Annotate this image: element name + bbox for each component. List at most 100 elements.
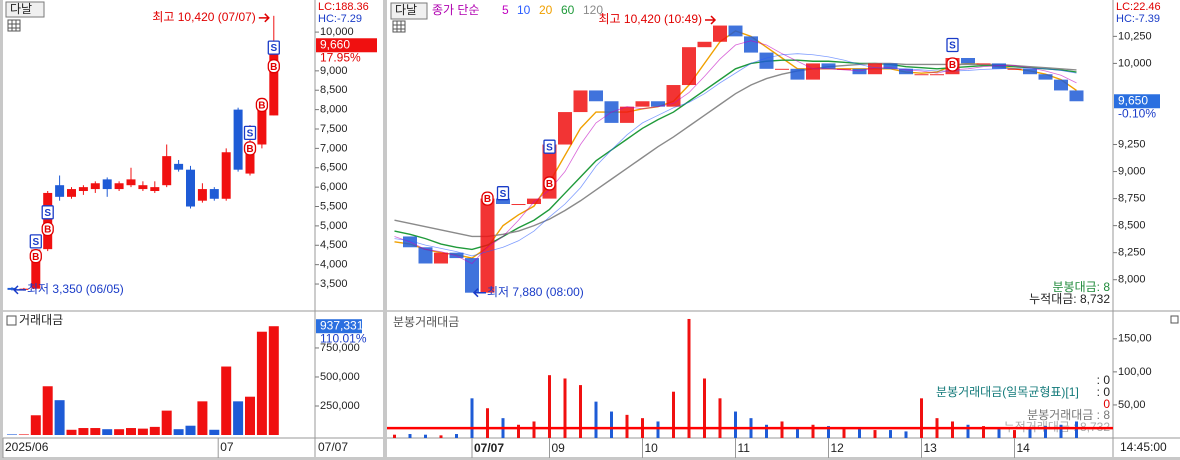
volume-bar: [951, 421, 954, 438]
candle-body: [7, 287, 17, 290]
volume-title: 분봉거래대금: [393, 315, 459, 329]
indicator-line: 분봉거래대금 : 8: [1027, 408, 1110, 422]
y-tick-label: 7,000: [320, 142, 348, 154]
legend-item: 20: [539, 3, 553, 17]
volume-bar: [579, 385, 582, 438]
candle-body: [126, 179, 136, 186]
volume-bar: [424, 434, 427, 438]
candle-body: [257, 99, 267, 145]
candle-body: [114, 183, 124, 190]
x-tick-label: 13: [924, 441, 938, 455]
current-label: 937,331: [320, 318, 364, 332]
volume-bar: [517, 424, 520, 438]
volume-bar: [1059, 424, 1063, 438]
price-bar: [620, 106, 634, 123]
legend-item: 10: [517, 3, 531, 17]
price-bar: [496, 198, 510, 205]
y-tick-label: 9,250: [1118, 138, 1146, 150]
pane-icon[interactable]: [1170, 315, 1179, 324]
low-arrow: [472, 288, 486, 298]
y-tick-label: 6,000: [320, 181, 348, 193]
volume-bar: [625, 414, 629, 438]
signal-marker: [41, 205, 54, 220]
candle-body: [221, 152, 231, 199]
volume-bar: [149, 426, 160, 435]
volume-title: 거래대금: [19, 313, 63, 327]
indicator-line: : 0: [1097, 385, 1111, 399]
price-bar: [1069, 90, 1084, 102]
price-bar: [1038, 74, 1053, 80]
date-label: 07/07: [318, 440, 348, 454]
volume-bar: [1013, 430, 1016, 438]
volume-bar: [765, 424, 768, 438]
volume-bar: [470, 398, 474, 438]
volume-bar: [233, 401, 244, 435]
volume-bar: [245, 396, 255, 435]
price-bar: [961, 57, 975, 64]
y-tick-label: 5,500: [320, 200, 348, 212]
x-tick-label: 12: [831, 441, 845, 455]
splitter[interactable]: [383, 0, 387, 460]
volume-bar: [889, 430, 892, 438]
price-bar: [651, 101, 665, 107]
volume-bar: [703, 378, 706, 438]
y-tick-label: 3,500: [320, 278, 348, 290]
high-arrow: [705, 15, 717, 25]
y-tick-label: 8,500: [320, 84, 348, 96]
grid-icon[interactable]: [392, 20, 406, 33]
volume-bar: [920, 398, 923, 438]
title-box[interactable]: [390, 2, 428, 20]
volume-bar: [18, 434, 29, 435]
price-bar: [744, 36, 758, 53]
y-tick-label: 4,500: [320, 239, 348, 251]
stock-title: 다날: [10, 2, 32, 16]
price-bar: [914, 74, 929, 76]
y-tick-label: 100,00: [1118, 366, 1152, 378]
x-tick-label: 09: [552, 441, 566, 455]
volume-bar: [548, 375, 551, 438]
volume-bar: [256, 331, 267, 435]
signal-label: B: [246, 144, 253, 155]
stock-title: 다날: [395, 3, 417, 17]
volume-bar: [126, 428, 136, 435]
legend-item: 5: [502, 3, 509, 17]
y-tick-label: 8,750: [1118, 193, 1146, 205]
y-tick-label: 8,250: [1118, 247, 1146, 259]
ma-line: [394, 62, 1077, 238]
signal-marker: [243, 125, 257, 141]
volume-bar: [656, 421, 660, 438]
current-label: 9,660: [320, 37, 350, 51]
signal-label: B: [949, 60, 956, 71]
pane-icon[interactable]: [6, 315, 17, 326]
volume-bar: [997, 428, 1001, 438]
signal-label: B: [258, 101, 265, 112]
x-tick-label: 10: [645, 441, 659, 455]
signal-label: S: [546, 142, 553, 153]
y-tick-label: 7,500: [320, 123, 348, 135]
price-bar: [527, 198, 541, 205]
volume-bar: [718, 398, 722, 438]
info-line: 누적대금: 8,732: [1029, 292, 1110, 306]
signal-marker: [543, 139, 556, 154]
ma-label: 종가 단순: [432, 3, 480, 17]
legend-item: 120: [583, 3, 603, 17]
volume-bar: [811, 424, 815, 438]
y-tick-label: 8,000: [320, 104, 348, 116]
candle-body: [186, 169, 195, 207]
price-bar: [511, 204, 526, 206]
time-label: 14:45:00: [1120, 440, 1167, 454]
indicator-line: 0: [1103, 397, 1110, 411]
price-bar: [775, 68, 789, 70]
candle-body: [43, 192, 53, 250]
volume-bar: [594, 401, 598, 438]
price-bar: [635, 101, 650, 107]
price-bar: [821, 63, 836, 69]
y-tick-label: 8,000: [1118, 274, 1146, 286]
title-box[interactable]: [5, 1, 45, 18]
volume-bar: [408, 434, 412, 438]
grid-icon[interactable]: [7, 19, 21, 32]
volume-bar: [268, 326, 279, 435]
candle-body: [174, 163, 184, 170]
volume-bar: [966, 424, 970, 438]
